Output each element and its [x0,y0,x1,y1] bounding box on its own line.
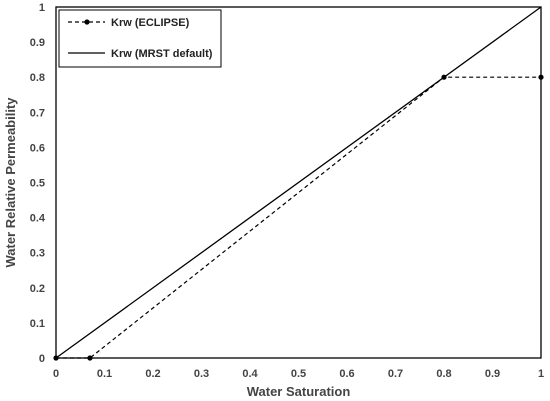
y-tick-label: 0.8 [30,72,45,84]
x-tick-label: 0.2 [145,368,160,380]
legend: Krw (ECLIPSE) Krw (MRST default) [58,9,222,68]
y-tick-label: 0.7 [30,107,45,119]
y-tick-label: 0.1 [30,318,45,330]
y-tick-label: 0.4 [30,213,46,225]
series-layer [53,6,544,361]
legend-label-krw-mrst: Krw (MRST default) [111,48,213,60]
y-axis-title: Water Relative Permeability [3,97,18,268]
series-line-krw-eclipse [56,76,541,359]
legend-label-krw-eclipse: Krw (ECLIPSE) [111,17,190,29]
y-tick-label: 0.3 [30,248,45,260]
x-tick-label: 0 [53,368,59,380]
x-axis-title: Water Saturation [247,384,351,399]
plot-area-frame [55,6,542,359]
series-line-krw-mrst [55,6,542,359]
series-point-krw-eclipse [441,74,447,80]
x-tick-label: 0.9 [485,368,500,380]
x-tick-label: 0.4 [242,368,258,380]
x-tick-label: 0.7 [388,368,403,380]
x-tick-label: 0.8 [436,368,451,380]
y-tick-label: 0 [39,353,45,365]
x-tick-label: 0.5 [291,368,306,380]
x-tick-label: 0.6 [339,368,354,380]
x-axis-ticks: 0 0.1 0.2 0.3 0.4 0.5 0.6 0.7 0.8 0.9 1 [53,368,544,380]
y-tick-label: 0.6 [30,142,45,154]
y-tick-label: 0.9 [30,37,45,49]
series-point-krw-eclipse [538,74,544,80]
y-axis-ticks: 0 0.1 0.2 0.3 0.4 0.5 0.6 0.7 0.8 0.9 1 [30,2,46,365]
series-point-krw-eclipse [53,355,59,361]
legend-box [58,9,222,68]
x-tick-label: 0.3 [194,368,209,380]
y-tick-label: 0.2 [30,283,45,295]
x-tick-label: 1 [538,368,544,380]
legend-marker-krw-eclipse [84,19,90,25]
x-tick-label: 0.1 [97,368,112,380]
y-tick-label: 0.5 [30,178,45,190]
y-tick-label: 1 [39,2,45,14]
series-point-krw-eclipse [87,355,93,361]
